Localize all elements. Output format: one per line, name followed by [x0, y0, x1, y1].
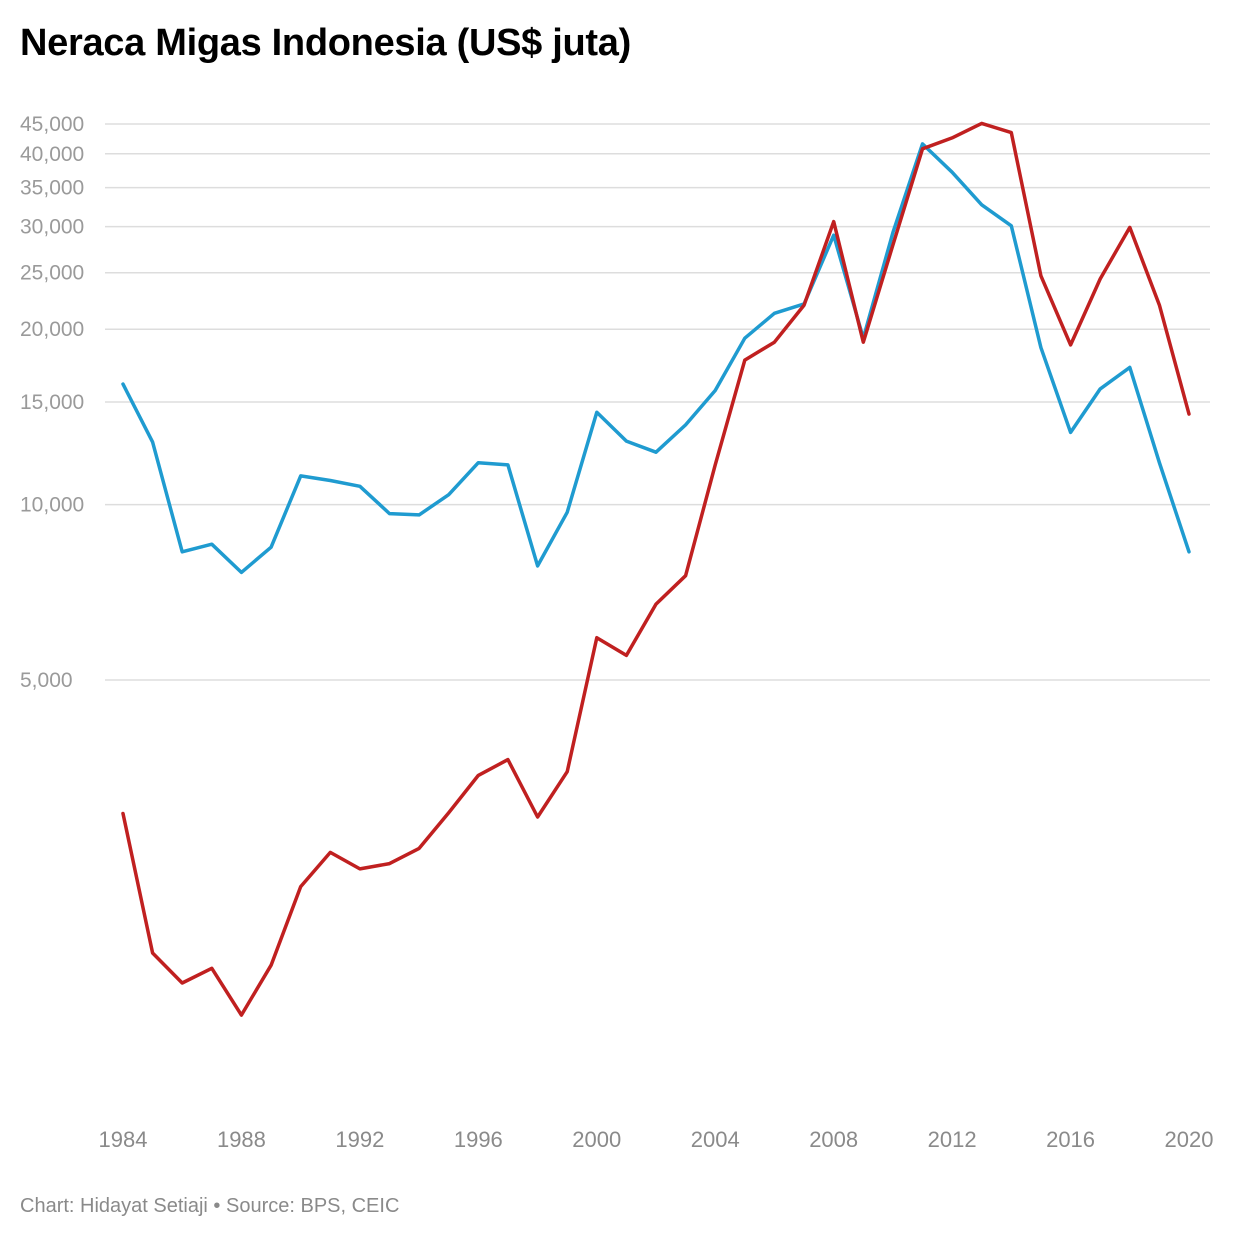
x-tick-label: 1988 [217, 1127, 266, 1152]
y-tick-label: 45,000 [20, 113, 84, 136]
series-lines [121, 121, 1191, 1017]
x-tick-label: 2020 [1165, 1127, 1214, 1152]
y-tick-label: 20,000 [20, 318, 84, 341]
chart-footer: Chart: Hidayat Setiaji • Source: BPS, CE… [20, 1195, 399, 1218]
series-line-2 [121, 121, 1191, 1017]
series-line-1 [121, 142, 1191, 575]
x-tick-label: 2004 [691, 1127, 740, 1152]
y-tick-label: 15,000 [20, 391, 84, 414]
x-tick-label: 1984 [99, 1127, 148, 1152]
x-tick-label: 2016 [1046, 1127, 1095, 1152]
chart-title: Neraca Migas Indonesia (US$ juta) [20, 22, 631, 64]
y-tick-label: 30,000 [20, 216, 84, 239]
y-tick-label: 35,000 [20, 177, 84, 200]
y-tick-label: 10,000 [20, 494, 84, 517]
x-axis-tick-labels: 1984 1988 1992 1996 2000 2004 2008 2012 2016 2020 [99, 1127, 1214, 1152]
source-text: Source: BPS, CEIC [226, 1195, 400, 1217]
y-tick-label: 40,000 [20, 143, 84, 166]
y-tick-label: 25,000 [20, 262, 84, 285]
credit-text: Chart: Hidayat Setiaji [20, 1195, 208, 1217]
x-tick-label: 2012 [928, 1127, 977, 1152]
footer-separator: • [207, 1195, 226, 1217]
x-tick-label: 2008 [809, 1127, 858, 1152]
x-tick-label: 1996 [454, 1127, 503, 1152]
gridlines [105, 123, 1210, 681]
y-axis-tick-labels: 5,000 10,000 15,000 20,000 25,000 30,000 35,00… [20, 113, 84, 692]
x-tick-label: 1992 [335, 1127, 384, 1152]
x-tick-label: 2000 [572, 1127, 621, 1152]
y-tick-label: 5,000 [20, 669, 73, 692]
